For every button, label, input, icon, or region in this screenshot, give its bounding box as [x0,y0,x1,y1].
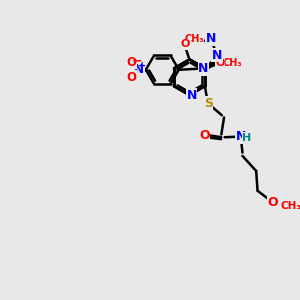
Text: O: O [181,39,190,49]
Text: O: O [267,196,278,209]
Text: O: O [215,58,225,68]
Text: CH₃: CH₃ [281,201,300,211]
Text: N: N [134,63,144,76]
Text: +: + [138,61,146,70]
Text: O: O [126,56,136,68]
Text: O: O [126,71,136,84]
Text: CH₃: CH₃ [223,58,242,68]
Text: CH₃: CH₃ [184,34,204,44]
Text: −: − [132,55,142,68]
Text: N: N [236,130,246,143]
Text: N: N [198,62,209,75]
Text: N: N [212,49,222,62]
Text: S: S [204,97,213,110]
Text: H: H [242,133,252,142]
Text: O: O [199,128,210,142]
Text: N: N [186,88,197,102]
Text: N: N [206,32,216,45]
